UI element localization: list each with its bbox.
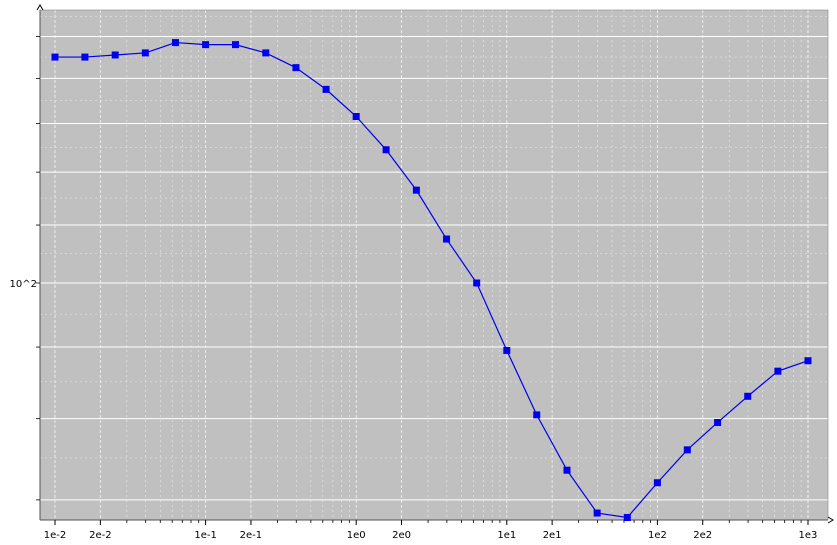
data-point-marker: [593, 509, 601, 517]
data-point-marker: [232, 41, 240, 49]
data-point-marker: [653, 479, 661, 487]
x-tick-label: 1e0: [347, 530, 366, 541]
x-tick-label: 2e0: [392, 530, 411, 541]
x-axis-arrow: [827, 516, 834, 524]
data-point-marker: [623, 513, 631, 521]
y-tick-label: 10^2: [10, 279, 37, 290]
axes: [36, 4, 834, 524]
data-point-marker: [804, 357, 812, 365]
data-point-marker: [171, 39, 179, 47]
data-point-marker: [322, 85, 330, 93]
data-point-marker: [81, 53, 89, 61]
data-point-marker: [683, 446, 691, 454]
data-point-marker: [774, 367, 782, 375]
data-point-marker: [262, 49, 270, 57]
x-tick-label: 1e-1: [194, 530, 217, 541]
data-point-marker: [202, 41, 210, 49]
data-point-marker: [382, 146, 390, 154]
x-tick-label: 1e3: [799, 530, 818, 541]
data-point-marker: [533, 411, 541, 419]
x-tick-label: 2e-1: [240, 530, 263, 541]
x-tick-label: 1e1: [497, 530, 516, 541]
data-point-marker: [443, 235, 451, 243]
data-point-marker: [473, 279, 481, 287]
x-tick-label: 1e-2: [44, 530, 67, 541]
data-point-marker: [141, 49, 149, 57]
x-axis-ticks: 1e-2 2e-2 1e-1 2e-1 1e0 2e0 1e1 2e1 1e2 2e2 1e3: [44, 520, 818, 541]
x-tick-label: 2e-2: [89, 530, 112, 541]
y-axis-arrow: [36, 4, 44, 11]
data-point-marker: [412, 186, 420, 194]
plot-area: [40, 10, 828, 520]
plot-border: [39, 9, 829, 521]
data-point-marker: [111, 51, 119, 59]
minor-grid: [40, 10, 828, 520]
major-grid: [40, 35, 828, 501]
data-point-marker: [714, 418, 722, 426]
x-tick-label: 1e2: [648, 530, 667, 541]
data-point-marker: [563, 466, 571, 474]
series-path: [55, 41, 809, 519]
data-point-marker: [51, 53, 59, 61]
data-point-marker: [292, 64, 300, 72]
series-line: [51, 39, 812, 521]
data-point-marker: [352, 113, 360, 121]
data-point-marker: [744, 392, 752, 400]
data-point-marker: [503, 346, 511, 354]
y-axis-ticks: 10^2: [10, 36, 40, 501]
x-tick-label: 2e1: [543, 530, 562, 541]
x-tick-label: 2e2: [693, 530, 712, 541]
